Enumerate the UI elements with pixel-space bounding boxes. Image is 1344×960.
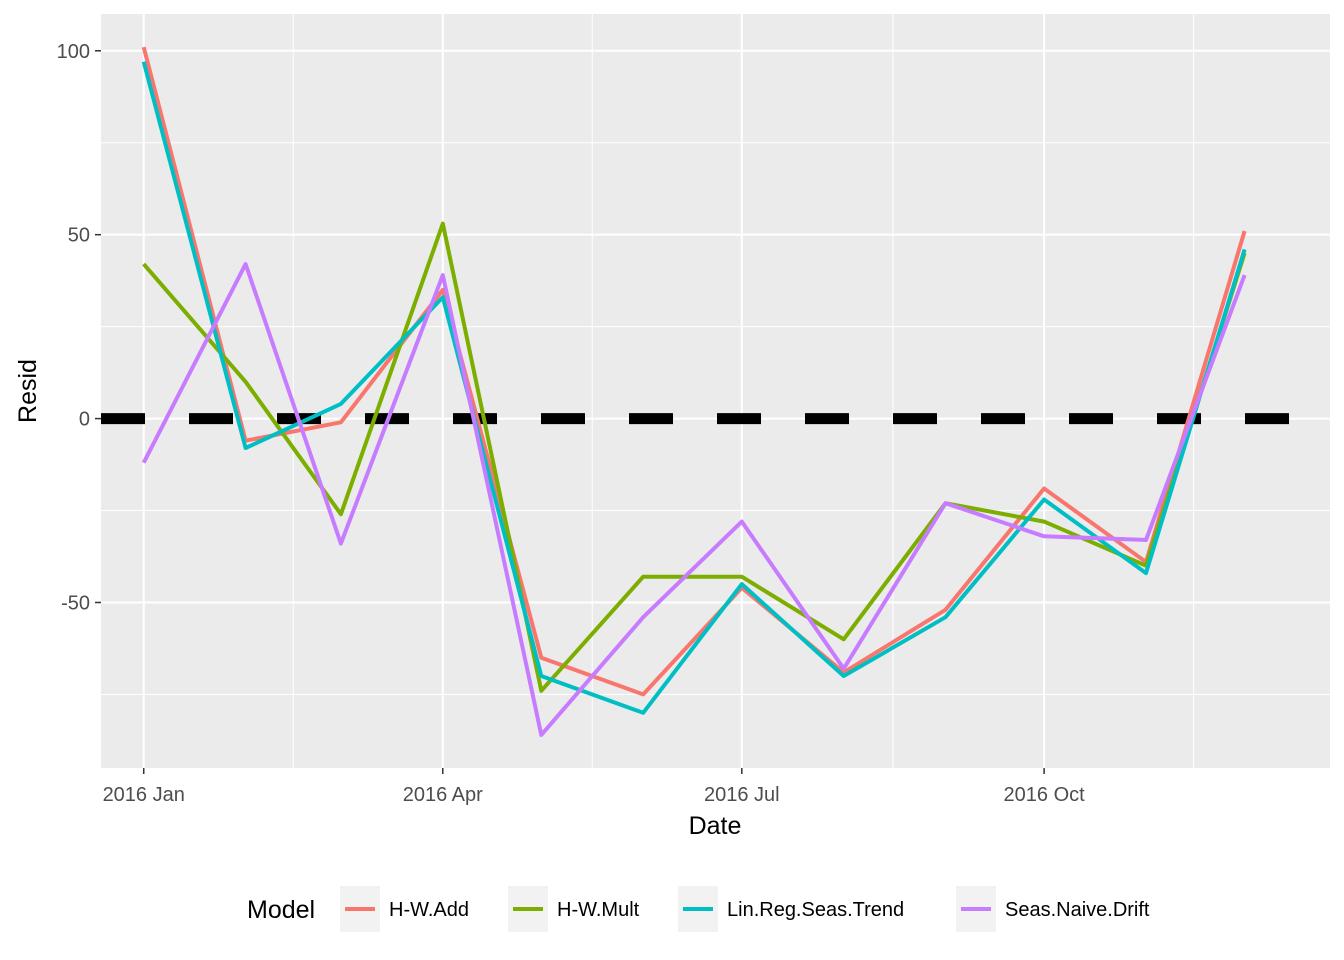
legend-title: Model: [247, 896, 315, 924]
legend: Model H-W.Add H-W.Mult Lin.Reg.Seas.Trend S…: [247, 886, 1150, 932]
y-tick-label: -50: [61, 592, 90, 614]
y-tick-label: 100: [57, 41, 90, 63]
minor-gridlines: [101, 14, 1330, 768]
series-line-seas-naive-drift: [141, 262, 1247, 737]
x-axis: 2016 Jan 2016 Apr 2016 Jul 2016 Oct: [103, 768, 1086, 806]
x-tick-label: 2016 Jul: [704, 784, 780, 806]
y-tick-label: 0: [79, 409, 90, 431]
x-tick-label: 2016 Oct: [1004, 784, 1086, 806]
legend-label-seas-naive-drift: Seas.Naive.Drift: [1005, 899, 1150, 921]
series-line-h-w-add: [141, 46, 1247, 697]
x-axis-title: Date: [689, 812, 742, 840]
legend-label-h-w-mult: H-W.Mult: [557, 899, 640, 921]
y-axis-title: Resid: [14, 359, 42, 423]
y-axis: 100 50 0 -50: [57, 41, 101, 614]
x-tick-label: 2016 Jan: [103, 784, 185, 806]
legend-label-lin-reg-seas-trend: Lin.Reg.Seas.Trend: [727, 899, 904, 921]
y-tick-label: 50: [68, 225, 90, 247]
legend-label-h-w-add: H-W.Add: [389, 899, 469, 921]
series-line-lin-reg-seas-trend: [141, 61, 1247, 715]
series-lines: [141, 46, 1247, 737]
x-tick-label: 2016 Apr: [403, 784, 483, 806]
plot-panel: [101, 14, 1330, 768]
